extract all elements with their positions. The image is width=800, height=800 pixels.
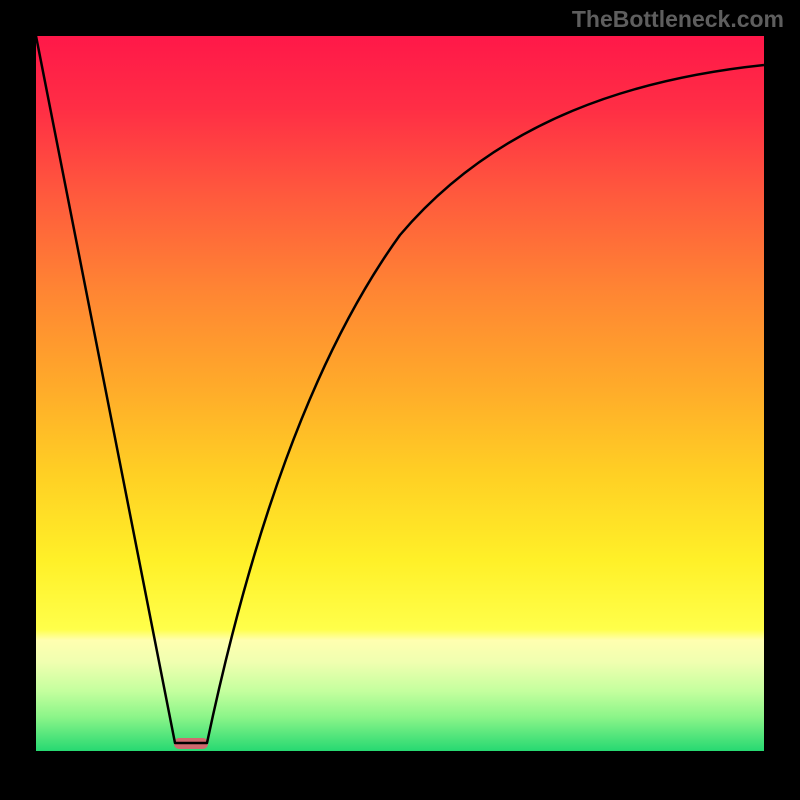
axis-bar	[36, 751, 764, 764]
gradient-background	[36, 36, 764, 764]
chart-container: TheBottleneck.com	[0, 0, 800, 800]
bottleneck-chart	[0, 0, 800, 800]
watermark-text: TheBottleneck.com	[572, 6, 784, 33]
